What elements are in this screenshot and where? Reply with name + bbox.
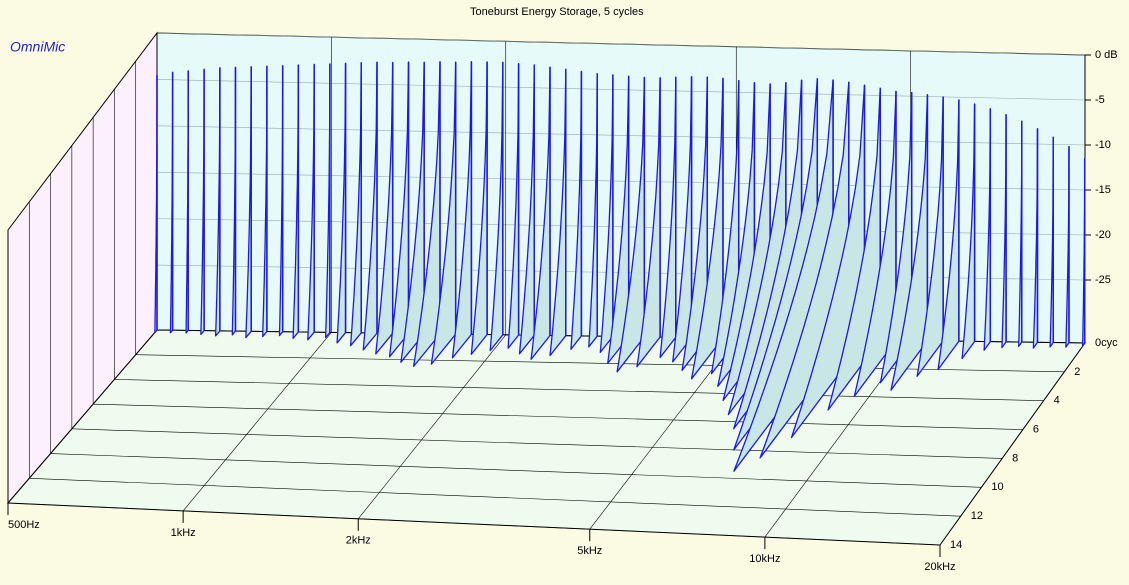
y-tick-label: -10 xyxy=(1095,139,1111,151)
slice xyxy=(362,61,378,351)
z-tick-label: 0cyc xyxy=(1095,337,1118,349)
slice xyxy=(530,66,551,360)
y-tick-label: 0 dB xyxy=(1095,49,1118,61)
slice xyxy=(507,62,520,349)
slice xyxy=(690,77,724,380)
x-tick-label: 500Hz xyxy=(8,519,40,531)
grid-line xyxy=(182,332,332,512)
slice xyxy=(710,79,740,375)
z-tick-label: 10 xyxy=(991,481,1003,493)
slice xyxy=(616,76,646,373)
slice xyxy=(400,61,425,363)
slice xyxy=(890,94,929,391)
slice xyxy=(470,61,488,355)
z-tick-label: 8 xyxy=(1012,452,1018,464)
slice xyxy=(451,60,473,359)
slice xyxy=(388,61,410,358)
z-tick-label: 6 xyxy=(1033,423,1039,435)
slice xyxy=(375,61,394,355)
z-tick-label: 14 xyxy=(950,539,962,551)
slice xyxy=(349,62,362,347)
grid-line xyxy=(29,477,961,517)
x-tick-label: 1kHz xyxy=(171,527,196,539)
x-tick-label: 2kHz xyxy=(346,535,371,547)
grid-line xyxy=(114,379,1044,402)
slice xyxy=(336,62,347,344)
y-tick-label: -25 xyxy=(1095,274,1111,286)
z-tick-label: 2 xyxy=(1074,366,1080,378)
x-tick-label: 5kHz xyxy=(577,545,602,557)
grid-line xyxy=(358,334,506,519)
watermark: OmniMic xyxy=(10,39,65,55)
grid-line xyxy=(135,354,1065,373)
grid-line xyxy=(7,502,941,546)
grid-line xyxy=(156,125,1086,146)
slice xyxy=(659,76,677,359)
slice xyxy=(570,70,583,350)
chart-title: Toneburst Energy Storage, 5 cycles xyxy=(470,6,644,18)
slice xyxy=(916,96,944,377)
x-tick-label: 20kHz xyxy=(924,561,955,573)
slice xyxy=(599,74,614,354)
grid-line xyxy=(71,428,1003,459)
y-tick-label: -20 xyxy=(1095,229,1111,241)
slice xyxy=(937,99,960,371)
grid-line xyxy=(156,32,1086,56)
grid-line xyxy=(156,79,1086,101)
slice xyxy=(430,61,457,365)
grid-line xyxy=(156,171,1086,191)
x-tick-label: 10kHz xyxy=(749,553,780,565)
slice xyxy=(853,90,897,398)
slice xyxy=(636,77,661,368)
grid-line xyxy=(939,342,1086,546)
slice xyxy=(307,63,315,341)
slice xyxy=(879,91,913,384)
slice xyxy=(489,61,504,352)
z-tick-label: 12 xyxy=(971,510,983,522)
grid-line xyxy=(93,403,1023,430)
slice xyxy=(549,68,567,357)
slice xyxy=(518,64,535,355)
slice xyxy=(672,76,693,363)
z-tick-label: 4 xyxy=(1054,395,1060,407)
grid-line xyxy=(7,329,158,504)
slice xyxy=(588,72,598,348)
slice xyxy=(961,103,976,360)
slice xyxy=(607,75,630,365)
y-tick-label: -15 xyxy=(1095,184,1111,196)
grid-line xyxy=(50,453,982,488)
slice xyxy=(827,87,881,411)
slice xyxy=(412,61,441,368)
slice xyxy=(681,76,708,371)
y-tick-label: -5 xyxy=(1095,94,1105,106)
